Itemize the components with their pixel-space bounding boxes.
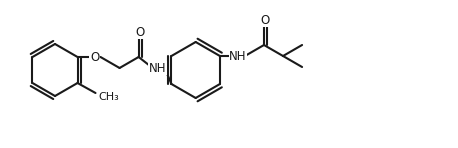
Text: O: O — [90, 50, 99, 63]
Text: NH: NH — [229, 49, 247, 62]
Text: CH₃: CH₃ — [98, 92, 119, 102]
Text: O: O — [135, 25, 144, 38]
Text: O: O — [260, 13, 270, 26]
Text: NH: NH — [149, 62, 166, 74]
